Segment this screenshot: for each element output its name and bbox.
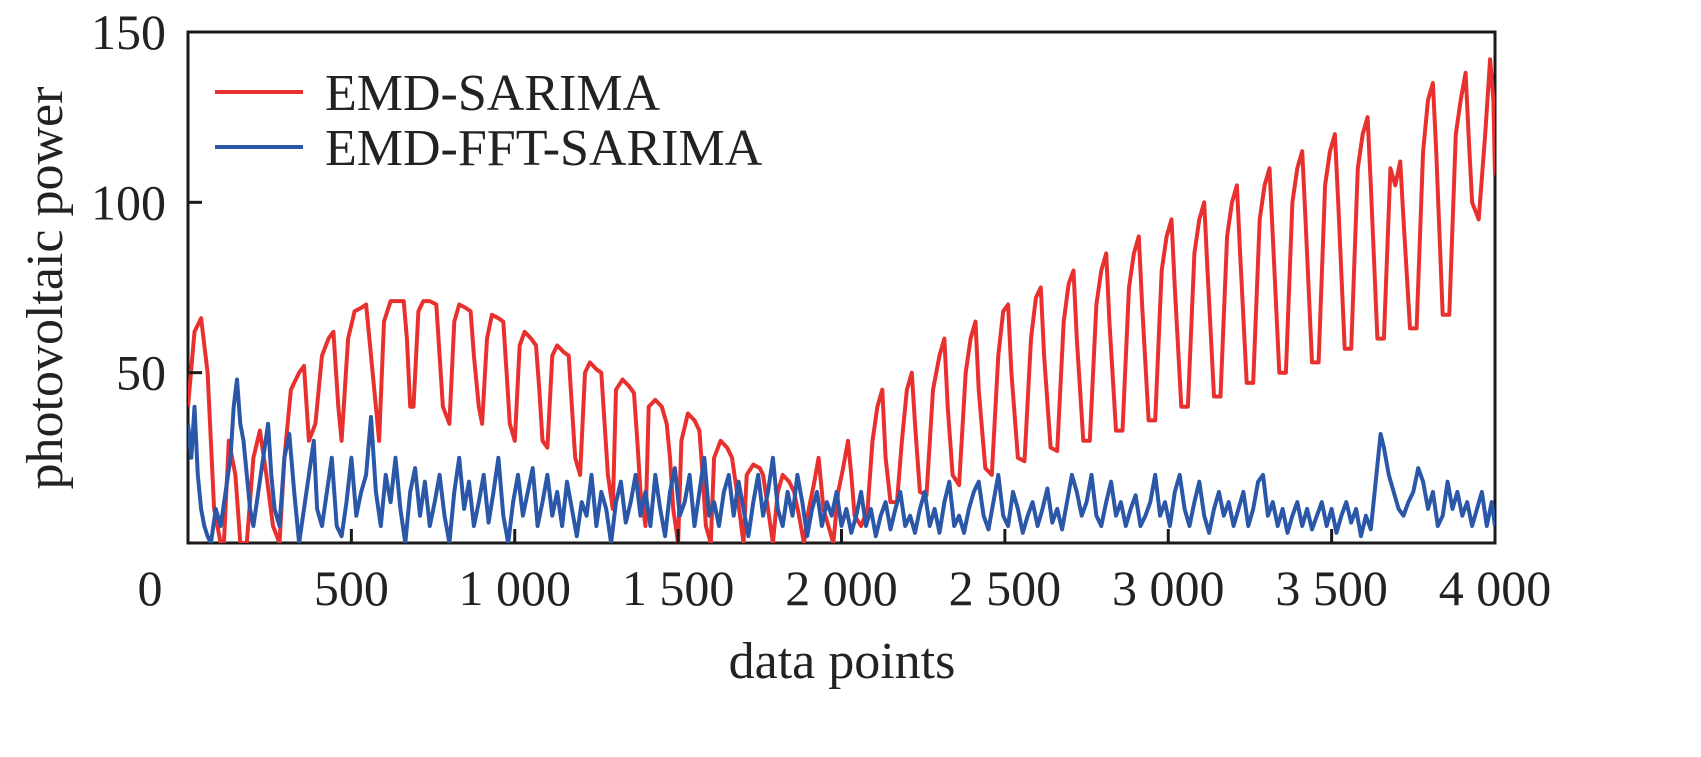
y-tick-label: 50 bbox=[116, 345, 166, 401]
series-line-emd-fft-sarima bbox=[188, 377, 1495, 543]
y-tick-label: 100 bbox=[91, 174, 166, 230]
x-tick-label: 3 000 bbox=[1112, 560, 1225, 616]
x-tick-label: 4 000 bbox=[1439, 560, 1552, 616]
series-layer bbox=[188, 57, 1495, 543]
x-tick-label: 1 000 bbox=[459, 560, 572, 616]
x-tick-label: 500 bbox=[314, 560, 389, 616]
y-axis: 50 100 150 bbox=[91, 4, 202, 401]
x-tick-label: 1 500 bbox=[622, 560, 735, 616]
legend-label-emd-sarima: EMD-SARIMA bbox=[325, 65, 661, 122]
x-tick-label: 2 500 bbox=[949, 560, 1062, 616]
y-tick-label: 150 bbox=[91, 4, 166, 60]
x-tick-label: 3 500 bbox=[1275, 560, 1388, 616]
y-axis-title: photovoltaic power bbox=[17, 87, 74, 490]
x-axis: 0 500 1 000 1 500 2 000 2 500 3 000 3 500 4 000 bbox=[138, 529, 1552, 616]
x-axis-title: data points bbox=[729, 633, 956, 690]
legend: EMD-SARIMA EMD-FFT-SARIMA bbox=[215, 65, 763, 177]
series-line-emd-sarima bbox=[188, 57, 1495, 543]
x-tick-label: 0 bbox=[138, 560, 163, 616]
legend-label-emd-fft-sarima: EMD-FFT-SARIMA bbox=[325, 120, 763, 177]
x-tick-label: 2 000 bbox=[785, 560, 898, 616]
